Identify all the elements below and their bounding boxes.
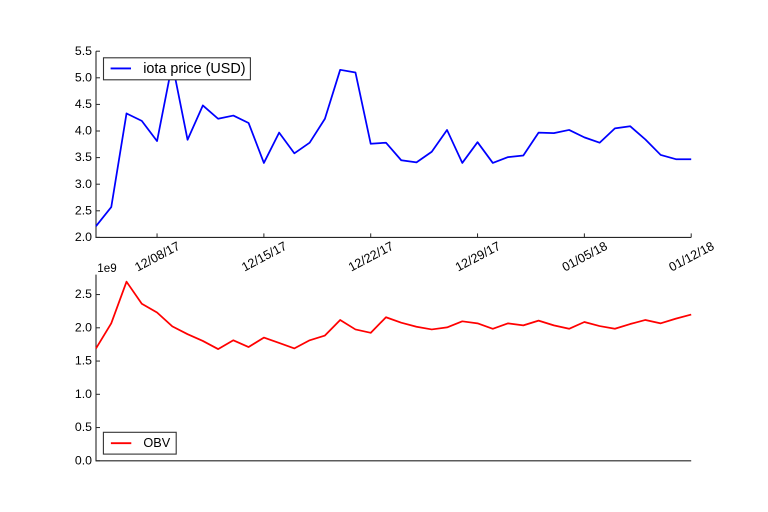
svg-text:0.5: 0.5 xyxy=(75,420,92,434)
svg-text:3.5: 3.5 xyxy=(75,150,92,164)
svg-text:2.0: 2.0 xyxy=(75,320,92,334)
svg-text:iota price (USD): iota price (USD) xyxy=(143,61,245,77)
svg-text:5.5: 5.5 xyxy=(75,44,92,58)
svg-text:4.0: 4.0 xyxy=(75,124,92,138)
svg-text:3.0: 3.0 xyxy=(75,177,92,191)
svg-text:0.0: 0.0 xyxy=(75,453,92,467)
svg-text:2.5: 2.5 xyxy=(75,203,92,217)
svg-text:5.0: 5.0 xyxy=(75,70,92,84)
svg-text:OBV: OBV xyxy=(143,436,170,450)
svg-text:1.0: 1.0 xyxy=(75,387,92,401)
svg-text:2.0: 2.0 xyxy=(75,230,92,244)
svg-text:2.5: 2.5 xyxy=(75,287,92,301)
svg-text:1.5: 1.5 xyxy=(75,354,92,368)
svg-text:4.5: 4.5 xyxy=(75,97,92,111)
svg-text:1e9: 1e9 xyxy=(97,262,116,275)
